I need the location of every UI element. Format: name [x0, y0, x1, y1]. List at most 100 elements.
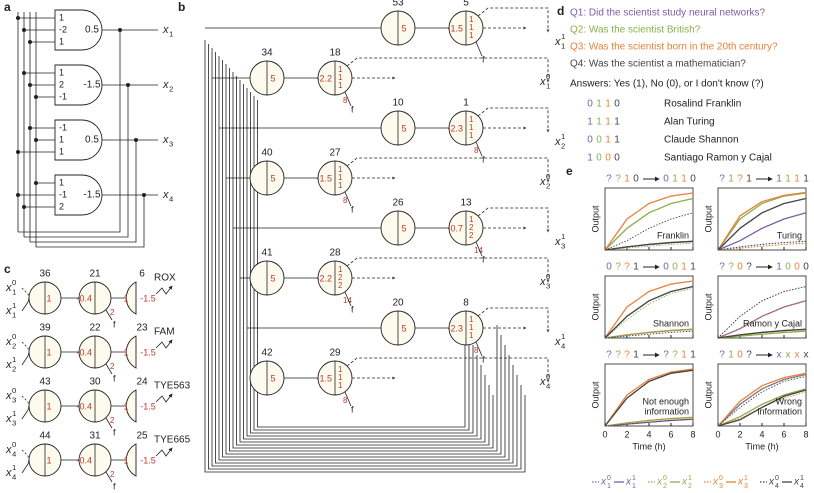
plot-frame [718, 188, 806, 250]
input-digit: 0 [737, 350, 743, 361]
gate-id: 27 [329, 148, 341, 159]
wire [22, 406, 29, 419]
threshold: -0.7 [447, 223, 463, 233]
x-tick-label: 2 [624, 429, 629, 439]
output-digit: 1 [690, 350, 696, 361]
threshold: -2.3 [447, 123, 463, 133]
input-weight: 1 [469, 31, 474, 40]
subscript: 3 [719, 483, 723, 490]
subscript: 4 [800, 483, 804, 490]
scientist-name: Claude Shannon [664, 135, 739, 146]
output-digit: 0 [785, 262, 791, 273]
weight: 1 [123, 401, 128, 411]
plot-frame [605, 364, 693, 426]
gate-id: 25 [136, 431, 148, 442]
gate-id: 30 [89, 377, 101, 388]
junction [22, 28, 26, 32]
threshold: 0.5 [85, 25, 99, 36]
output-digit: ? [672, 350, 678, 361]
subscript: 1 [546, 81, 550, 90]
wire [22, 396, 29, 406]
x-tick-label: 8 [690, 429, 695, 439]
weight: -1 [59, 189, 67, 199]
output-digit: 1 [776, 174, 782, 185]
variable: x [793, 477, 800, 488]
answer-digit: 0 [596, 153, 602, 164]
subscript: 2 [688, 483, 692, 490]
gate-id: 34 [261, 48, 273, 59]
answer-digit: 1 [596, 99, 602, 110]
output-digit: 1 [681, 262, 687, 273]
weight: 5 [270, 273, 275, 283]
wire [22, 460, 29, 473]
superscript: 1 [688, 475, 692, 482]
superscript: 1 [12, 409, 16, 418]
weight: 2 [59, 201, 64, 211]
gate-id: 29 [329, 348, 341, 359]
wire [22, 342, 29, 352]
answer-digit: 0 [614, 99, 620, 110]
input-digit: 0 [633, 174, 639, 185]
input-weight: 2 [338, 281, 343, 290]
variable: x [737, 477, 744, 488]
input-digit: ? [606, 174, 612, 185]
fuel: f [482, 354, 485, 364]
amplifier: 2 [110, 362, 115, 371]
subscript: 3 [12, 418, 16, 427]
wire [209, 44, 522, 469]
superscript: 0 [607, 475, 611, 482]
chart-label: Ramon y Cajal [743, 318, 802, 328]
subscript: 4 [546, 381, 551, 390]
dye: ROX [154, 273, 176, 284]
x-tick-label: 4 [646, 429, 651, 439]
superscript: 1 [561, 132, 565, 141]
answer-digit: 1 [614, 117, 620, 128]
variable: x [539, 76, 546, 88]
weight: 1 [123, 455, 128, 465]
question: Q3: Was the scientist born in the 20th c… [570, 42, 778, 53]
threshold: -0.4 [76, 293, 92, 303]
weight: 1 [46, 455, 51, 465]
question: Q1: Did the scientist study neural netwo… [570, 8, 766, 19]
output-digit: x [804, 350, 809, 361]
fuel: f [482, 254, 485, 264]
variable: x [554, 36, 561, 48]
gate-id: 21 [89, 269, 101, 280]
output-digit: 1 [776, 262, 782, 273]
subscript: 4 [12, 472, 17, 481]
chart-label: information [757, 406, 802, 416]
amplifier: 2 [110, 470, 115, 479]
gate-id: 6 [139, 269, 145, 280]
chart-label: Not enough [642, 396, 689, 406]
x-tick-label: 6 [668, 429, 673, 439]
superscript: 1 [744, 475, 748, 482]
threshold: -1.5 [83, 190, 101, 201]
x-tick-label: 0 [715, 429, 720, 439]
superscript: 1 [561, 32, 565, 41]
variable: x [162, 79, 169, 91]
answer-digit: 0 [605, 153, 611, 164]
scientist-name: Rosalind Franklin [664, 99, 741, 110]
answer-digit: 0 [614, 153, 620, 164]
variable: x [5, 305, 12, 317]
variable: x [5, 359, 12, 371]
variable: x [539, 176, 546, 188]
weight: 1 [123, 347, 128, 357]
gate-id: 44 [39, 431, 51, 442]
junction [22, 71, 26, 75]
input-digit: 1 [728, 174, 734, 185]
fuel: f [113, 373, 116, 383]
weight: 1 [46, 293, 51, 303]
output-digit: 1 [681, 174, 687, 185]
wire [22, 298, 29, 311]
weight: 5 [270, 373, 275, 383]
junction [22, 205, 26, 209]
fuel: f [113, 319, 116, 329]
panel-letter: a [4, 0, 11, 14]
output-digit: 1 [785, 174, 791, 185]
answers-note: Answers: Yes (1), No (0), or I don't kno… [570, 79, 764, 90]
threshold: -0.4 [76, 347, 92, 357]
gate-id: 1 [463, 98, 469, 109]
answer-digit: 0 [596, 135, 602, 146]
chart-label: Turing [777, 230, 802, 240]
